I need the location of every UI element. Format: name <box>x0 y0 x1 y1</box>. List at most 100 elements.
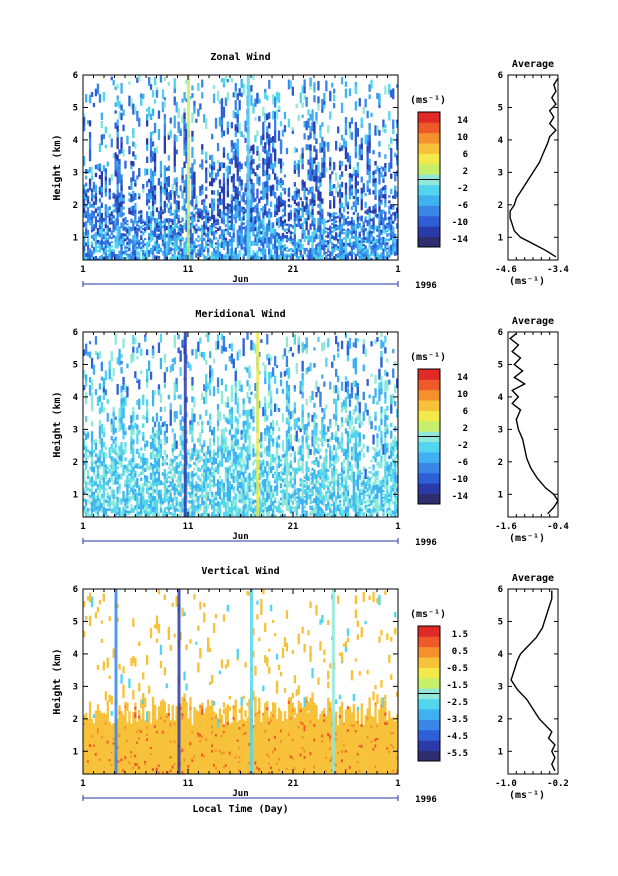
heatmap-cell <box>232 513 235 518</box>
heatmap-cell <box>151 90 155 98</box>
heatmap-cell <box>317 246 320 250</box>
heatmap-cell <box>236 235 239 243</box>
heatmap-cell <box>254 505 257 509</box>
heatmap-cell <box>100 171 103 177</box>
heatmap-cell <box>187 508 190 512</box>
heatmap-cell <box>254 485 257 489</box>
heatmap-cell <box>252 491 255 496</box>
heatmap-cell <box>102 442 105 448</box>
heatmap-cell <box>277 222 281 229</box>
colorbar-units: (ms⁻¹) <box>410 95 446 106</box>
heatmap-cell <box>342 228 346 231</box>
heatmap-cell <box>338 189 342 194</box>
heatmap-cell <box>214 237 218 240</box>
heatmap-cell <box>112 215 115 219</box>
heatmap-cell <box>118 417 121 423</box>
heatmap-cell <box>268 145 271 152</box>
heatmap-cell <box>230 396 233 402</box>
heatmap-cell <box>287 481 291 488</box>
heatmap-cell <box>299 197 302 201</box>
heatmap-cell <box>132 489 135 495</box>
heatmap-cell <box>216 245 220 249</box>
heatmap-cell <box>270 390 273 398</box>
heatmap-cell <box>299 154 302 164</box>
heatmap-cell <box>191 195 194 202</box>
heatmap-cell <box>83 241 86 247</box>
heatmap-cell <box>140 511 143 515</box>
heatmap-cell <box>163 224 166 231</box>
heatmap-cell <box>193 508 196 512</box>
heatmap-cell <box>138 429 141 435</box>
heatmap-cell <box>146 440 149 447</box>
heatmap-cell <box>270 409 273 417</box>
heatmap-cell <box>201 224 204 231</box>
heatmap-cell <box>148 504 151 506</box>
colorbar-tick-label: -6 <box>457 201 468 211</box>
heatmap-cell <box>173 472 176 479</box>
heatmap-cell <box>142 253 145 256</box>
heatmap-cell <box>264 498 267 505</box>
heatmap-cell <box>197 341 200 352</box>
heatmap-cell <box>266 156 269 163</box>
heatmap-cell <box>155 456 159 461</box>
heatmap-cell <box>319 240 322 246</box>
heatmap-cell <box>120 206 123 213</box>
heatmap-cell <box>130 479 133 484</box>
heatmap-cell <box>281 220 285 225</box>
heatmap-cell <box>90 379 94 388</box>
heatmap-cell <box>197 215 200 218</box>
heatmap-cell <box>108 464 111 468</box>
heatmap-cell <box>211 165 214 170</box>
heatmap-cell <box>270 460 273 467</box>
heatmap-cell <box>193 175 196 180</box>
heatmap-cell <box>340 145 344 151</box>
heatmap-cell <box>183 92 186 101</box>
heatmap-cell <box>185 220 188 226</box>
heatmap-cell <box>201 149 204 155</box>
heatmap-cell <box>132 494 135 499</box>
heatmap-cell <box>90 392 94 403</box>
heatmap-cell <box>240 184 243 191</box>
heatmap-cell <box>291 446 294 452</box>
heatmap-cell <box>275 474 279 480</box>
heatmap-cell <box>331 82 334 88</box>
heatmap-cell <box>376 165 379 172</box>
heatmap-cell <box>132 225 135 231</box>
heatmap-cell <box>364 239 367 243</box>
heatmap-cell <box>372 225 375 230</box>
heatmap-cell <box>279 490 283 494</box>
heatmap-cell <box>323 172 326 178</box>
heatmap-cell <box>120 190 123 197</box>
heatmap-cell <box>382 217 385 222</box>
heatmap-cell <box>327 248 330 251</box>
heatmap-cell <box>201 513 204 518</box>
heatmap-cell <box>275 207 279 212</box>
heatmap-cell <box>272 110 275 120</box>
heatmap-cell <box>283 349 287 357</box>
heatmap-cell <box>167 503 170 506</box>
heatmap-cell <box>311 220 314 227</box>
heatmap-cell <box>181 256 184 261</box>
heatmap-cell <box>216 239 220 243</box>
heatmap-cell <box>277 459 281 465</box>
heatmap-cell <box>297 164 300 169</box>
heatmap-cell <box>83 250 86 256</box>
heatmap-cell <box>275 441 279 448</box>
heatmap-cell <box>323 218 326 225</box>
heatmap-cell <box>234 511 237 518</box>
heatmap-cell <box>195 448 198 452</box>
heatmap-cell <box>209 242 212 248</box>
heatmap-cell <box>325 227 328 230</box>
heatmap-cell <box>211 169 214 174</box>
heatmap-cell <box>110 245 113 248</box>
heatmap-cell <box>86 511 90 515</box>
heatmap-cell <box>144 254 147 257</box>
heatmap-cell <box>100 233 103 240</box>
colorbar-tick-label: 14 <box>457 116 468 126</box>
heatmap-cell <box>252 469 255 475</box>
heatmap-cell <box>293 182 296 187</box>
heatmap-cell <box>110 251 113 254</box>
heatmap-cell <box>144 252 147 255</box>
colorbar-swatch <box>418 184 440 196</box>
heatmap-cell <box>222 178 226 184</box>
